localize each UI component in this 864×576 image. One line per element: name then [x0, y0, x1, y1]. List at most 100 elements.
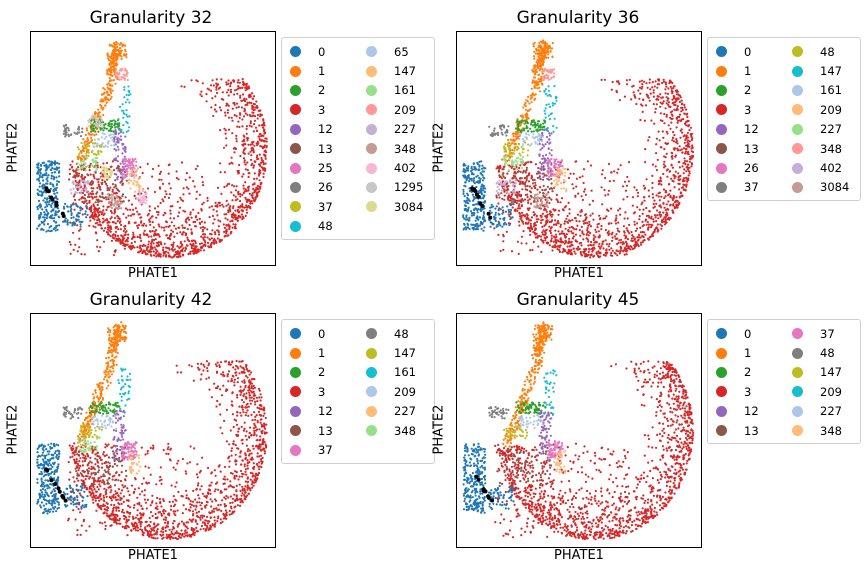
scatter-point — [135, 184, 138, 187]
scatter-point — [684, 159, 687, 162]
scatter-point — [194, 220, 197, 223]
scatter-point — [250, 125, 253, 128]
scatter-point — [176, 232, 179, 235]
scatter-point — [472, 195, 475, 198]
scatter-point — [109, 227, 112, 230]
scatter-point — [571, 183, 574, 186]
scatter-point — [148, 205, 151, 208]
scatter-point — [159, 201, 162, 205]
scatter-point — [106, 69, 109, 72]
scatter-point — [168, 234, 171, 238]
scatter-point — [554, 244, 557, 247]
scatter-point — [643, 119, 646, 122]
scatter-point — [648, 99, 651, 102]
scatter-point — [117, 165, 120, 168]
scatter-point — [579, 234, 582, 237]
scatter-point — [193, 185, 196, 188]
scatter-point — [123, 112, 126, 115]
scatter-point — [684, 150, 688, 153]
scatter-point — [85, 216, 88, 219]
scatter-point — [171, 205, 174, 208]
scatter-point — [126, 78, 129, 82]
scatter-point — [215, 78, 218, 81]
scatter-point — [619, 249, 622, 252]
scatter-point — [574, 233, 578, 236]
scatter-point — [685, 124, 688, 127]
scatter-point — [648, 216, 651, 219]
scatter-point — [120, 57, 123, 60]
scatter-point — [250, 194, 253, 197]
scatter-point — [686, 160, 689, 163]
scatter-point — [582, 238, 585, 241]
scatter-point — [476, 211, 479, 214]
scatter-point — [139, 237, 142, 240]
scatter-point — [159, 255, 162, 258]
scatter-point — [663, 223, 667, 226]
scatter-point — [85, 205, 88, 209]
scatter-point — [201, 203, 204, 206]
scatter-point — [520, 201, 523, 204]
scatter-point — [636, 243, 639, 246]
scatter-point — [611, 254, 614, 257]
scatter-point — [262, 146, 266, 149]
scatter-point — [227, 234, 230, 237]
scatter-point — [618, 207, 622, 210]
scatter-point — [565, 251, 569, 254]
scatter-point — [580, 225, 583, 228]
scatter-point — [77, 157, 80, 161]
scatter-point — [463, 195, 466, 198]
scatter-point — [86, 213, 89, 216]
scatter-point — [253, 182, 256, 186]
scatter-point — [644, 104, 648, 107]
scatter-point — [37, 193, 40, 197]
scatter-point — [563, 206, 566, 209]
scatter-point — [651, 233, 654, 236]
scatter-point — [623, 253, 626, 256]
scatter-point — [109, 120, 112, 123]
scatter-point — [631, 239, 634, 243]
scatter-point — [183, 226, 186, 229]
scatter-point — [232, 205, 235, 208]
scatter-point — [546, 47, 549, 50]
scatter-point — [133, 194, 136, 198]
scatter-point — [98, 138, 101, 141]
scatter-point — [120, 202, 123, 205]
scatter-point — [479, 197, 483, 200]
scatter-point — [74, 191, 77, 194]
scatter-point — [690, 138, 693, 142]
scatter-point — [190, 231, 193, 234]
scatter-point — [570, 243, 573, 246]
scatter-point — [118, 52, 121, 55]
scatter-point — [597, 230, 600, 233]
scatter-point — [114, 234, 117, 237]
scatter-point — [143, 249, 146, 253]
scatter-point — [598, 214, 601, 217]
scatter-point — [119, 135, 122, 138]
scatter-point — [157, 254, 161, 257]
scatter-point — [667, 87, 670, 90]
scatter-point — [79, 183, 82, 186]
scatter-point — [626, 247, 629, 250]
scatter-point — [626, 217, 629, 220]
scatter-point — [686, 112, 689, 115]
scatter-point — [539, 186, 542, 189]
scatter-point — [48, 200, 51, 203]
scatter-plot — [462, 39, 695, 259]
scatter-point — [83, 182, 86, 185]
scatter-point — [689, 156, 692, 159]
scatter-point — [70, 208, 73, 211]
scatter-point — [525, 179, 528, 182]
scatter-point — [657, 192, 660, 195]
scatter-point — [217, 201, 220, 204]
scatter-point — [543, 45, 547, 48]
scatter-point — [524, 108, 527, 111]
scatter-point — [77, 172, 81, 175]
scatter-point — [502, 180, 505, 183]
scatter-point — [472, 179, 475, 182]
scatter-point — [158, 186, 161, 189]
scatter-point — [651, 193, 654, 196]
scatter-point — [654, 214, 657, 217]
scatter-point — [624, 211, 627, 214]
scatter-point — [105, 135, 108, 138]
scatter-point — [225, 199, 228, 202]
